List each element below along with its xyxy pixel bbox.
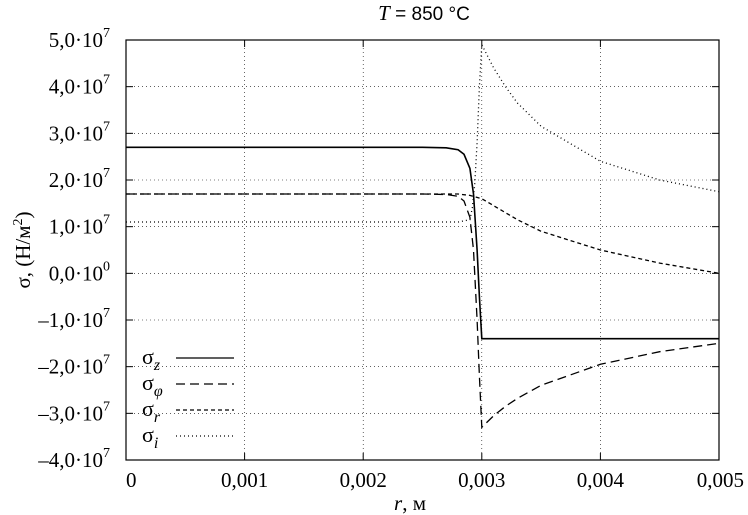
y-tick-label: –2,0·107 [37, 353, 110, 379]
y-tick-label-mantissa: 3,0·10 [49, 121, 103, 145]
y-tick-label: 3,0·107 [49, 119, 110, 145]
x-tick-label: 0,005 [697, 468, 744, 492]
chart-title: T = 850 °C [378, 1, 470, 25]
x-axis-title: r, м [394, 491, 426, 515]
y-axis-title-text: σ, (Н/м [11, 225, 35, 288]
x-tick-label: 0,001 [221, 468, 268, 492]
chart-title-variable: T [378, 1, 391, 25]
y-tick-label-exponent: 7 [103, 306, 110, 321]
y-tick-label-mantissa: 4,0·10 [49, 75, 103, 99]
y-tick-labels: 5,0·1074,0·1073,0·1072,0·1071,0·1070,0·1… [37, 26, 110, 472]
legend-symbol: σ [142, 344, 154, 369]
chart-title-value: = 850 °C [390, 4, 470, 25]
legend-symbol: σ [142, 396, 154, 421]
y-tick-label-mantissa: –2,0·10 [37, 355, 103, 379]
y-tick-label-exponent: 0 [103, 259, 110, 274]
y-tick-label-mantissa: –4,0·10 [37, 448, 103, 472]
y-tick-label: 0,0·100 [49, 259, 110, 285]
series-line-r [126, 193, 720, 274]
y-tick-label-exponent: 7 [103, 213, 110, 228]
series-line-i [126, 42, 720, 223]
y-tick-label-mantissa: 2,0·10 [49, 168, 103, 192]
grid-lines [126, 40, 719, 460]
legend-subscript: φ [154, 383, 163, 400]
y-tick-label-exponent: 7 [103, 399, 110, 414]
y-axis-title-exponent: 2 [11, 218, 26, 225]
data-series [126, 42, 720, 429]
y-tick-label: –1,0·107 [37, 306, 110, 332]
legend-subscript: r [154, 409, 161, 426]
x-tick-label: 0,003 [458, 468, 505, 492]
y-tick-label: 4,0·107 [49, 73, 110, 99]
y-tick-label-mantissa: 1,0·10 [49, 215, 103, 239]
y-tick-label-exponent: 7 [103, 353, 110, 368]
y-tick-label-mantissa: –3,0·10 [37, 401, 103, 425]
y-tick-label-exponent: 7 [103, 446, 110, 461]
y-tick-label-exponent: 7 [103, 26, 110, 41]
x-axis-title-unit: , м [402, 491, 426, 515]
y-axis-title: σ, (Н/м2) [11, 211, 35, 288]
legend-label: σφ [142, 370, 163, 400]
y-tick-label-exponent: 7 [103, 73, 110, 88]
y-tick-label-mantissa: –1,0·10 [37, 308, 103, 332]
plot-frame [125, 39, 720, 461]
series-line-φ [126, 193, 720, 429]
legend-label: σz [142, 344, 161, 374]
x-tick-labels: 0 0,001 0,002 0,003 0,004 0,005 [126, 468, 744, 492]
x-tick-label: 0,004 [577, 468, 625, 492]
x-tick-label: 0 [126, 468, 137, 492]
y-tick-label-mantissa: 5,0·10 [49, 28, 103, 52]
series-line-z [126, 146, 719, 340]
y-axis-title-close: ) [11, 211, 35, 218]
legend-symbol: σ [142, 370, 154, 395]
y-tick-label: 5,0·107 [49, 26, 110, 52]
y-tick-label-mantissa: 0,0·10 [49, 261, 103, 285]
axis-ticks [125, 39, 720, 461]
legend-label: σr [142, 396, 161, 426]
y-tick-label: –3,0·107 [37, 399, 110, 425]
legend-label: σi [142, 422, 158, 452]
y-tick-label: 2,0·107 [49, 166, 110, 192]
y-tick-label-exponent: 7 [103, 119, 110, 134]
x-axis-title-variable: r [394, 491, 403, 515]
x-tick-label: 0,002 [340, 468, 387, 492]
legend-subscript: z [153, 357, 161, 374]
y-tick-label-exponent: 7 [103, 166, 110, 181]
legend-subscript: i [154, 435, 158, 452]
legend-symbol: σ [142, 422, 154, 447]
y-tick-label: 1,0·107 [49, 213, 110, 239]
y-tick-label: –4,0·107 [37, 446, 110, 472]
